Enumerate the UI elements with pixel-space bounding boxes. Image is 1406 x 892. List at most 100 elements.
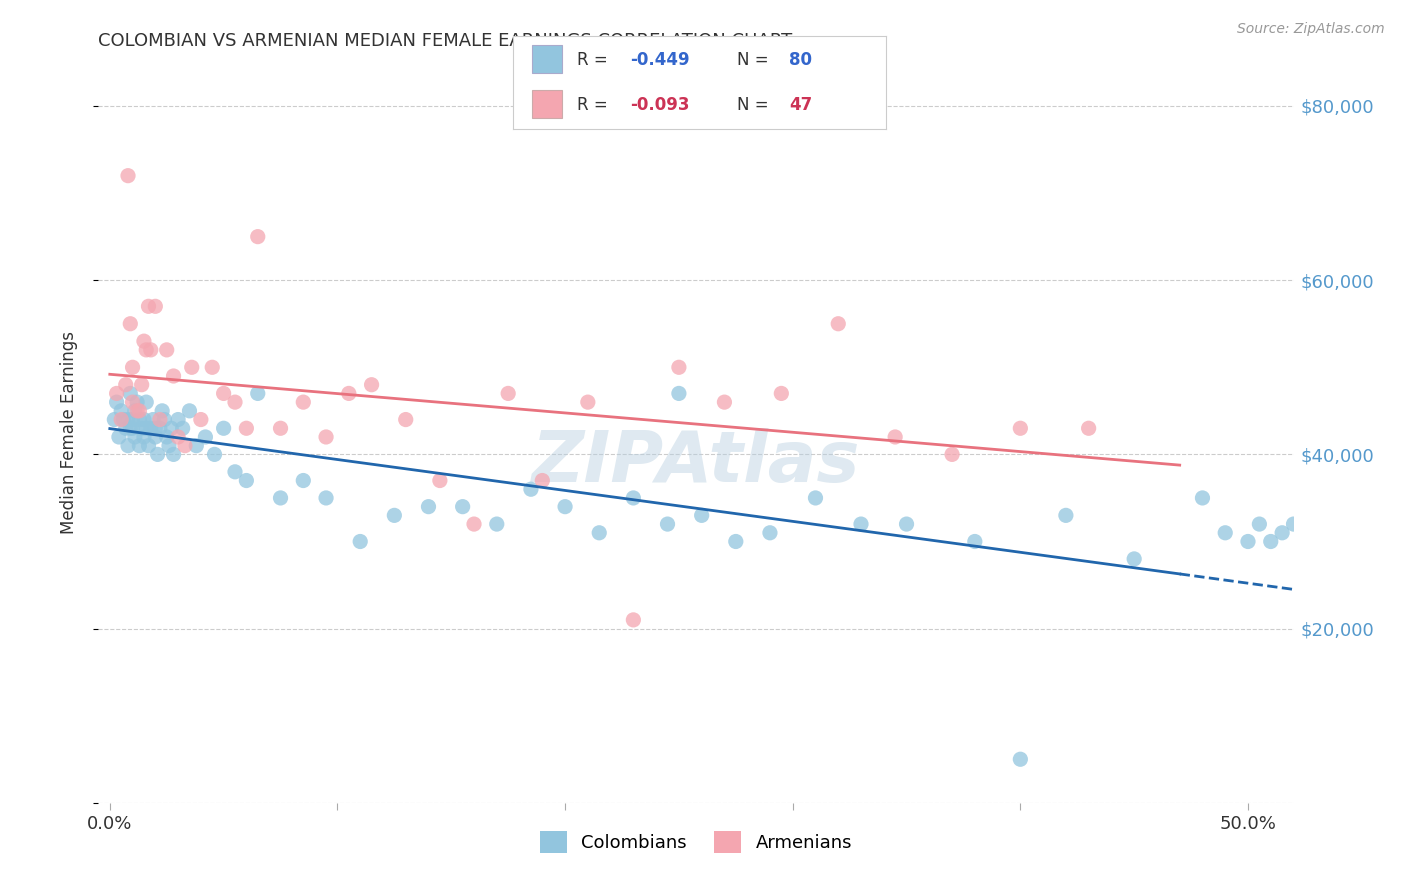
Point [131,421,153,435]
Point [172,421,194,435]
Point [1327,587,1350,601]
Point [270,491,292,505]
Point [1213,525,1236,540]
Point [174,439,197,453]
Point [139,421,162,435]
Y-axis label: Median Female Earnings: Median Female Earnings [59,331,77,534]
Text: -0.093: -0.093 [630,95,690,113]
Point [827,317,849,331]
Point [1249,517,1271,532]
Point [105,395,128,409]
Point [349,534,371,549]
Text: Source: ZipAtlas.com: Source: ZipAtlas.com [1237,22,1385,37]
Point [418,500,440,514]
Point [117,412,139,426]
Point [1077,421,1099,435]
Text: N =: N = [737,51,773,69]
Text: ZIPAtlas: ZIPAtlas [531,428,860,497]
Point [896,517,918,532]
Point [941,447,963,461]
Point [121,395,143,409]
Point [1054,508,1077,523]
Point [114,421,136,435]
Point [224,465,246,479]
Point [124,430,146,444]
Point [180,360,202,375]
Point [724,534,747,549]
Point [804,491,827,505]
Point [103,412,125,426]
Point [395,412,418,426]
Point [759,525,782,540]
Point [128,412,150,426]
Point [143,430,166,444]
Point [179,404,201,418]
Point [153,412,176,426]
Point [110,404,132,418]
Point [132,412,155,426]
Bar [531,90,561,118]
Point [621,491,644,505]
Point [485,517,508,532]
Text: N =: N = [737,95,773,113]
Point [204,447,226,461]
Point [246,229,269,244]
Point [128,404,150,418]
Point [135,421,157,435]
Point [429,474,451,488]
Point [1294,552,1316,566]
Text: COLOMBIAN VS ARMENIAN MEDIAN FEMALE EARNINGS CORRELATION CHART: COLOMBIAN VS ARMENIAN MEDIAN FEMALE EARN… [98,32,793,50]
Point [315,491,337,505]
Point [149,412,172,426]
Point [1271,525,1294,540]
Point [1191,491,1213,505]
Bar [531,45,561,73]
Point [1010,421,1032,435]
Point [690,508,713,523]
Point [156,430,179,444]
Point [110,412,132,426]
Point [162,369,184,384]
Point [186,439,208,453]
Point [190,412,212,426]
Text: -0.449: -0.449 [630,51,690,69]
Point [382,508,405,523]
Point [884,430,907,444]
Point [520,482,543,496]
Point [588,525,610,540]
Point [167,430,190,444]
Point [121,412,143,426]
Point [112,412,135,426]
Point [713,395,735,409]
Point [150,404,173,418]
Point [146,447,169,461]
Point [121,421,143,435]
Point [621,613,644,627]
Point [963,534,986,549]
Point [114,377,136,392]
Point [770,386,793,401]
Point [463,517,485,532]
Point [315,430,337,444]
Point [124,404,146,418]
Text: 47: 47 [789,95,813,113]
Text: 80: 80 [789,51,811,69]
Point [668,386,690,401]
Point [167,412,190,426]
Point [1010,752,1032,766]
Point [246,386,269,401]
Point [143,421,166,435]
Point [451,500,474,514]
Point [1237,534,1260,549]
Point [1260,534,1282,549]
Point [194,430,217,444]
Point [1282,517,1305,532]
Point [117,169,139,183]
Point [235,474,257,488]
Point [162,447,184,461]
Point [127,395,149,409]
Point [138,439,160,453]
Point [531,474,554,488]
Point [554,500,576,514]
Point [120,386,142,401]
